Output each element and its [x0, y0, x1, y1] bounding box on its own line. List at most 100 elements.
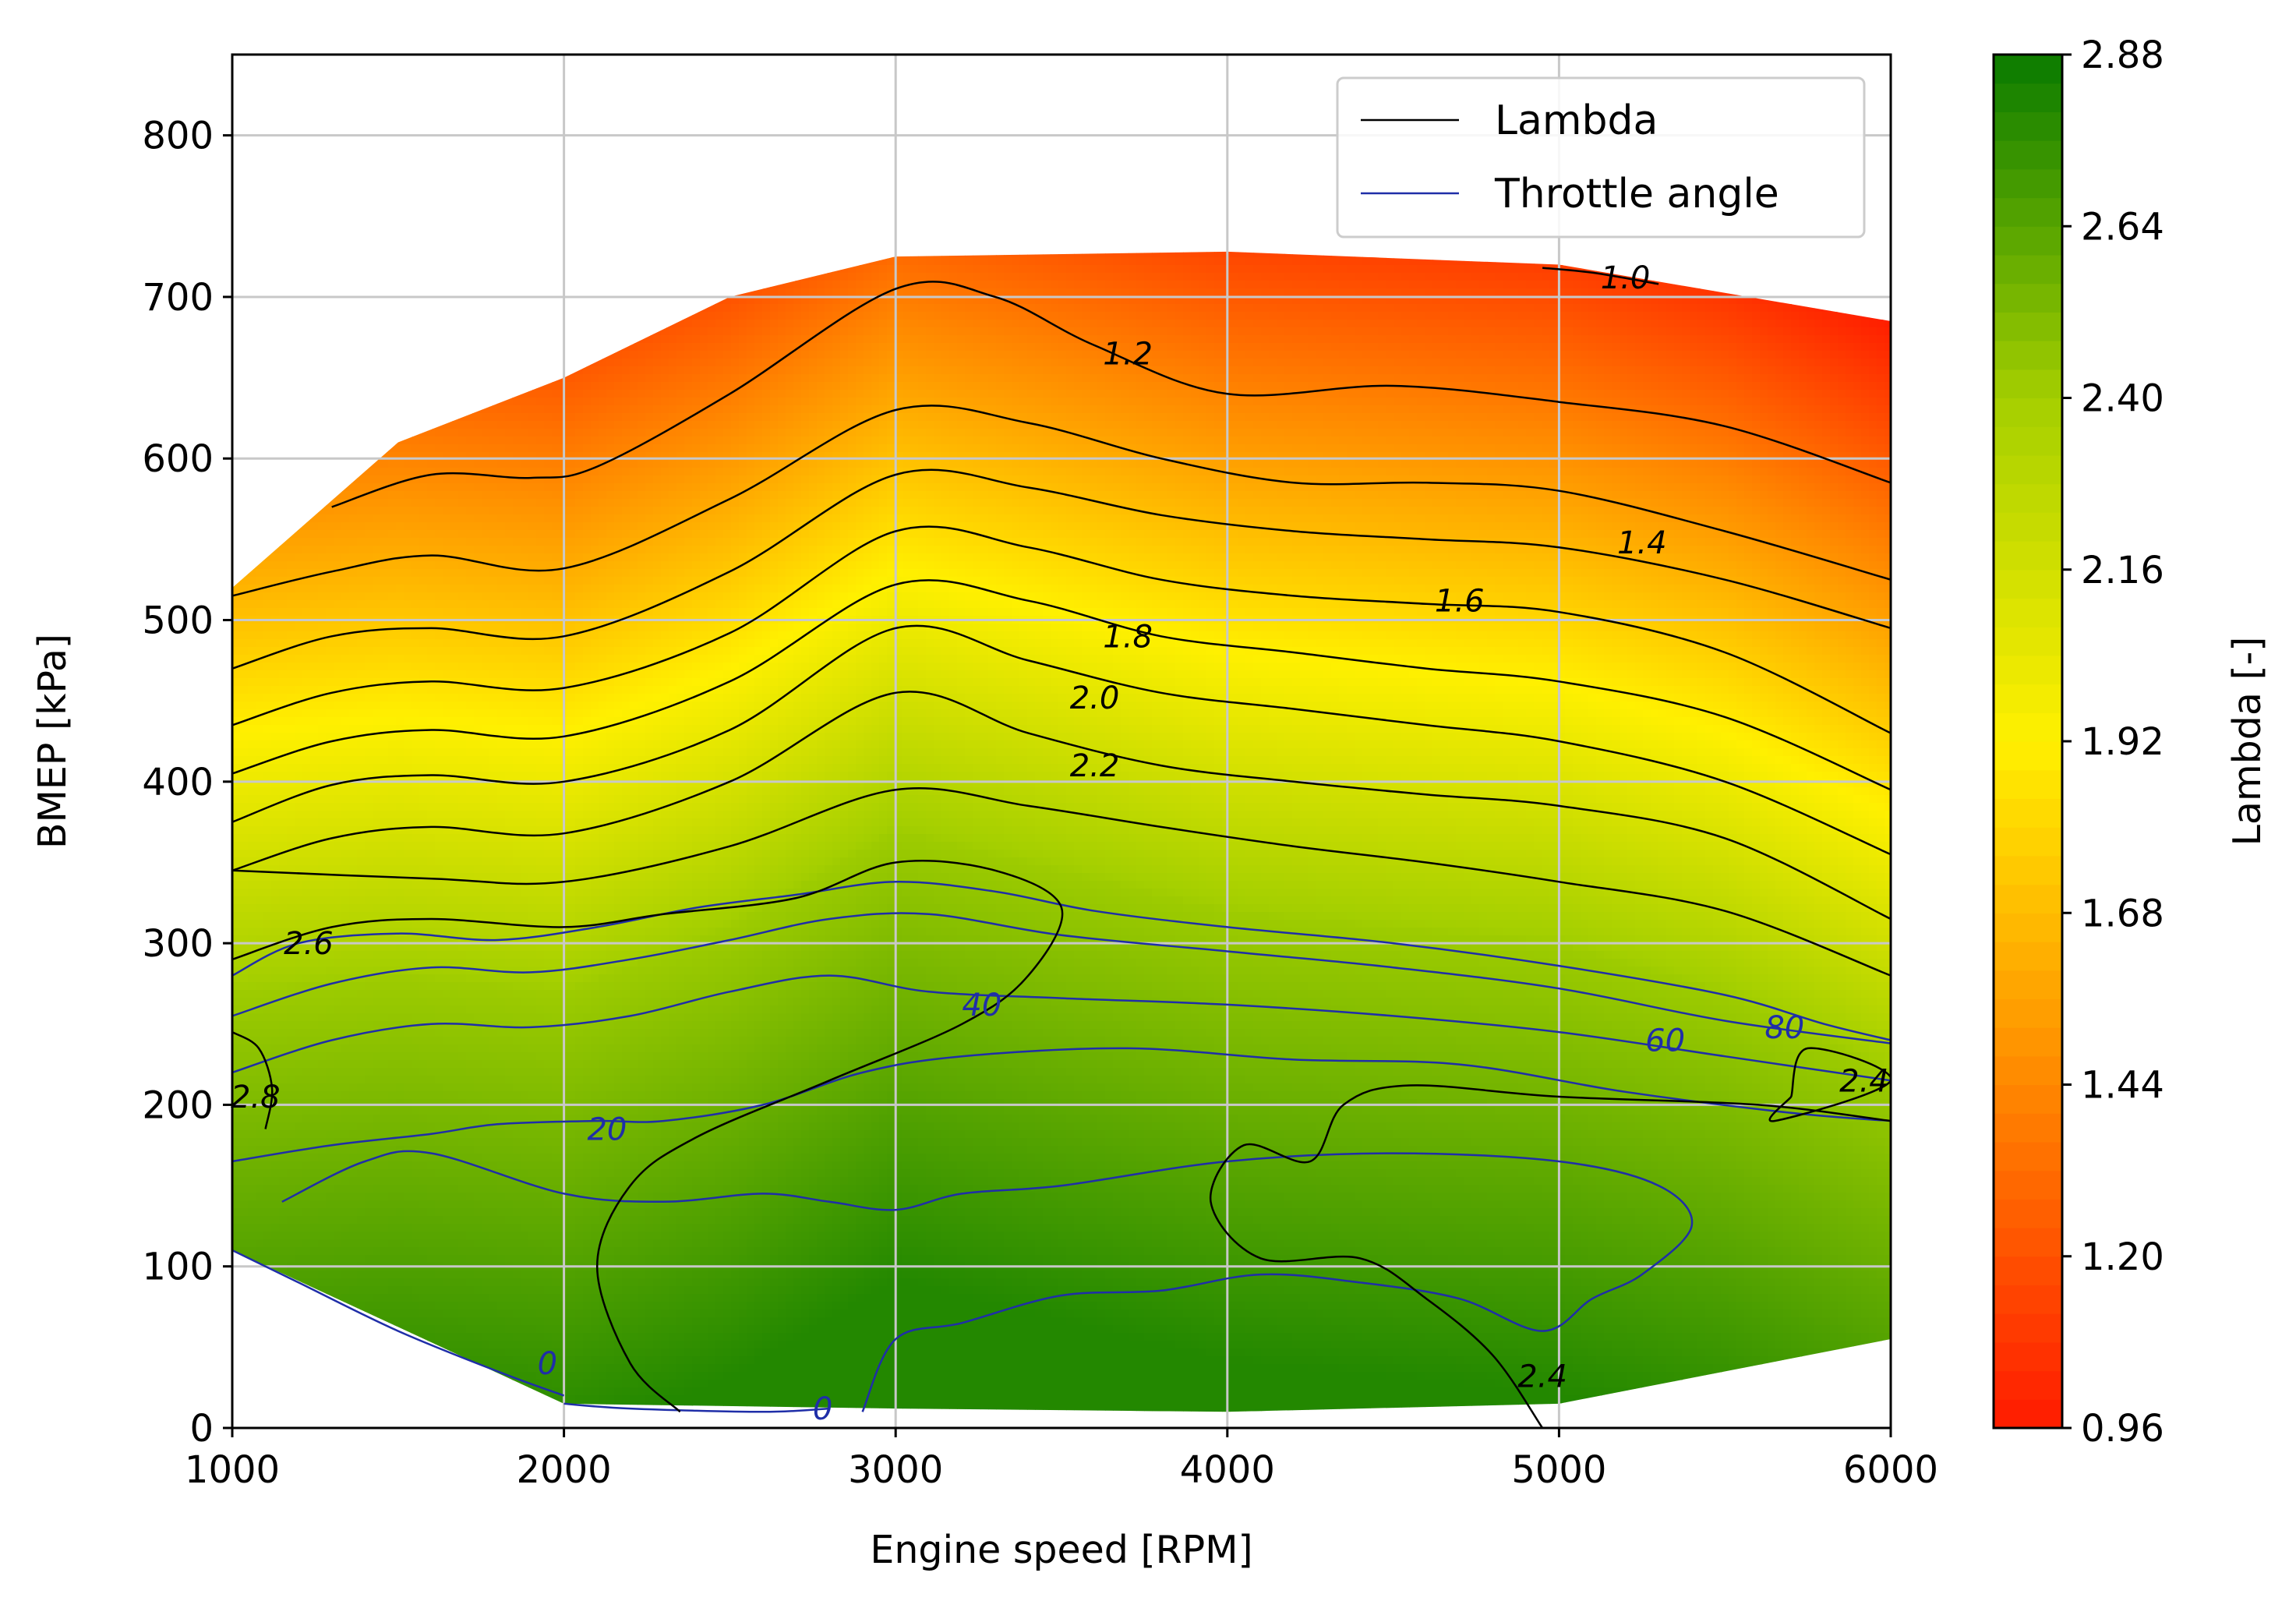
- field-cell: [263, 639, 272, 648]
- field-cell: [334, 1372, 342, 1380]
- field-cell: [279, 1138, 288, 1147]
- field-cell: [232, 382, 241, 391]
- field-cell: [295, 538, 303, 546]
- field-cell: [334, 164, 342, 172]
- field-cell: [240, 920, 249, 928]
- field-cell: [310, 1005, 319, 1014]
- field-cell: [248, 436, 256, 445]
- field-cell: [271, 70, 280, 79]
- field-cell: [302, 1083, 311, 1092]
- field-cell: [334, 709, 342, 718]
- field-cell: [232, 405, 241, 414]
- field-cell: [263, 787, 272, 796]
- field-cell: [341, 639, 350, 648]
- field-cell: [240, 179, 249, 188]
- field-cell: [271, 475, 280, 484]
- field-cell: [334, 460, 342, 468]
- field-cell: [334, 140, 342, 149]
- field-cell: [248, 1403, 256, 1412]
- field-cell: [341, 460, 350, 468]
- field-cell: [334, 1278, 342, 1287]
- field-cell: [263, 117, 272, 125]
- field-cell: [279, 148, 288, 157]
- field-cell: [326, 1380, 334, 1388]
- field-cell: [302, 850, 311, 858]
- field-cell: [263, 1232, 272, 1240]
- field-cell: [279, 811, 288, 819]
- field-cell: [318, 94, 327, 102]
- field-cell: [256, 577, 264, 585]
- field-cell: [248, 889, 256, 897]
- field-cell: [326, 764, 334, 772]
- field-cell: [318, 592, 327, 601]
- field-cell: [310, 865, 319, 874]
- field-cell: [326, 990, 334, 998]
- field-cell: [248, 1122, 256, 1131]
- field-cell: [334, 203, 342, 211]
- field-cell: [263, 351, 272, 359]
- field-cell: [310, 359, 319, 367]
- field-cell: [279, 608, 288, 617]
- field-cell: [263, 1021, 272, 1030]
- field-cell: [248, 249, 256, 258]
- field-cell: [326, 1161, 334, 1170]
- field-cell: [256, 366, 264, 375]
- field-cell: [318, 507, 327, 515]
- field-cell: [341, 374, 350, 383]
- field-cell: [256, 522, 264, 531]
- field-cell: [240, 647, 249, 656]
- field-cell: [248, 242, 256, 250]
- field-cell: [256, 327, 264, 336]
- field-cell: [287, 686, 295, 694]
- field-cell: [326, 1076, 334, 1084]
- field-cell: [248, 624, 256, 632]
- field-cell: [326, 1146, 334, 1154]
- field-cell: [334, 772, 342, 780]
- field-cell: [302, 561, 311, 570]
- field-cell: [256, 787, 264, 796]
- field-cell: [248, 740, 256, 749]
- field-cell: [326, 561, 334, 570]
- field-cell: [271, 460, 280, 468]
- field-cell: [271, 748, 280, 757]
- field-cell: [271, 359, 280, 367]
- field-cell: [318, 1271, 327, 1279]
- field-cell: [232, 475, 241, 484]
- field-cell: [334, 1411, 342, 1419]
- field-cell: [271, 857, 280, 866]
- field-cell: [295, 273, 303, 281]
- field-cell: [302, 709, 311, 718]
- field-cell: [240, 577, 249, 585]
- field-cell: [256, 553, 264, 562]
- field-cell: [279, 1232, 288, 1240]
- field-cell: [232, 499, 241, 507]
- field-cell: [287, 148, 295, 157]
- field-cell: [256, 842, 264, 850]
- field-cell: [341, 553, 350, 562]
- field-cell: [341, 405, 350, 414]
- field-cell: [248, 569, 256, 578]
- field-cell: [240, 351, 249, 359]
- field-cell: [287, 608, 295, 617]
- field-cell: [334, 1154, 342, 1162]
- field-cell: [334, 86, 342, 94]
- field-cell: [263, 281, 272, 289]
- field-cell: [248, 351, 256, 359]
- field-cell: [248, 273, 256, 281]
- field-cell: [334, 1325, 342, 1334]
- field-cell: [240, 1333, 249, 1341]
- field-cell: [302, 499, 311, 507]
- field-cell: [232, 1317, 241, 1326]
- field-cell: [341, 530, 350, 539]
- field-cell: [287, 1208, 295, 1217]
- field-cell: [240, 1372, 249, 1380]
- field-cell: [310, 257, 319, 266]
- field-cell: [318, 429, 327, 437]
- field-cell: [263, 1348, 272, 1357]
- field-cell: [232, 889, 241, 897]
- field-cell: [256, 460, 264, 468]
- field-cell: [318, 421, 327, 429]
- field-cell: [334, 1317, 342, 1326]
- field-cell: [248, 553, 256, 562]
- field-cell: [326, 148, 334, 157]
